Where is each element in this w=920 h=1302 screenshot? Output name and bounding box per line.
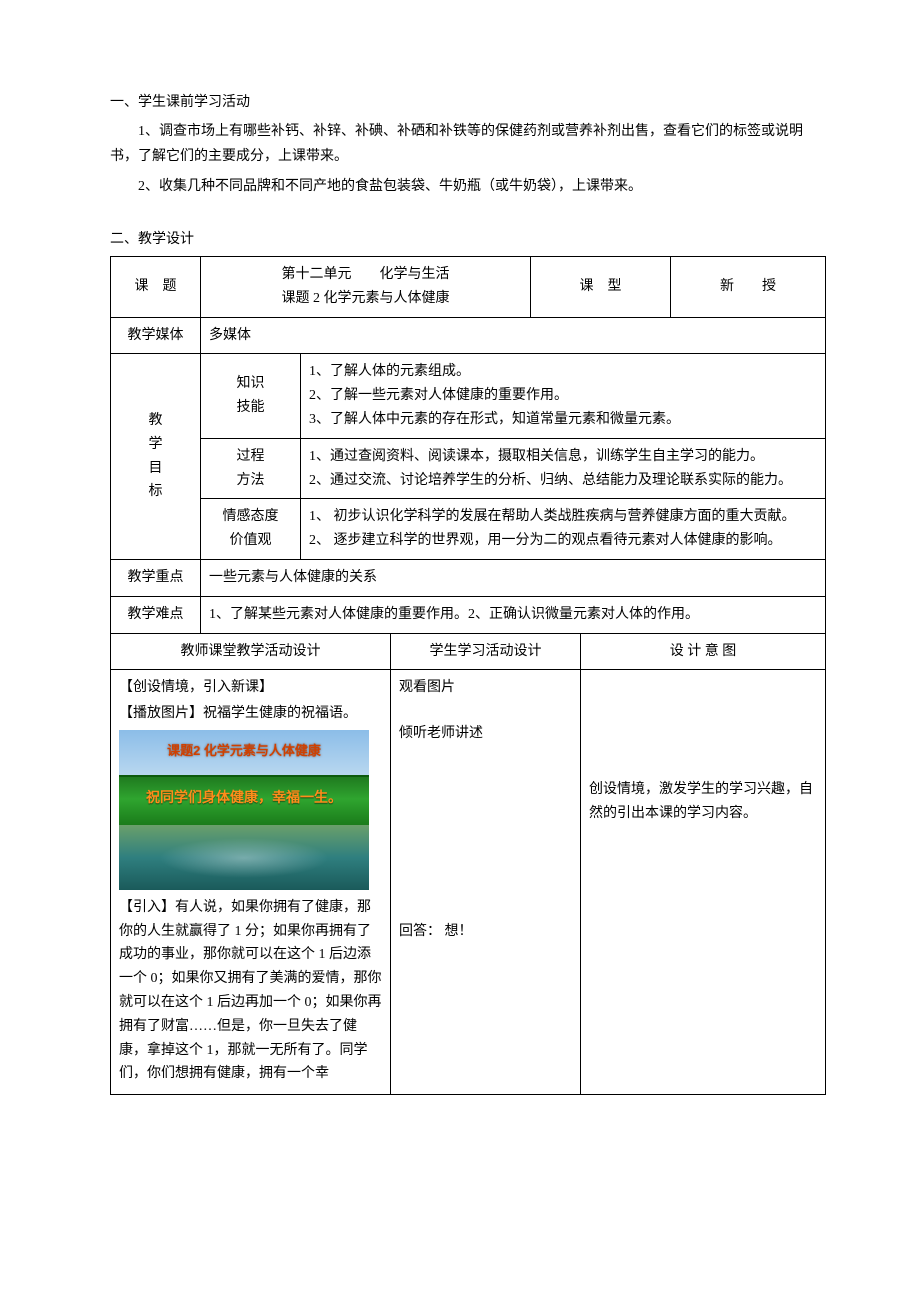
- slide-image: 课题2 化学元素与人体健康 祝同学们身体健康，幸福一生。: [119, 730, 369, 890]
- photo-subtitle: 祝同学们身体健康，幸福一生。: [119, 786, 369, 810]
- table-row: 过程 方法 1、通过查阅资料、阅读课本，摄取相关信息，训练学生自主学习的能力。 …: [111, 438, 826, 499]
- student-activity-cell: 观看图片 倾听老师讲述 回答： 想！: [391, 670, 581, 1095]
- table-row: 教学媒体 多媒体: [111, 317, 826, 354]
- intro-paragraph: 2、收集几种不同品牌和不同产地的食盐包装袋、牛奶瓶（或牛奶袋），上课带来。: [110, 174, 825, 199]
- label-difficulty: 教学难点: [111, 596, 201, 633]
- student-line: 回答： 想！: [399, 920, 572, 944]
- photo-reflection: [159, 838, 329, 878]
- label-topic: 课 题: [111, 256, 201, 317]
- student-line: 观看图片: [399, 676, 572, 700]
- teacher-line: 【播放图片】祝福学生健康的祝福语。: [119, 702, 382, 726]
- label-goal: 教 学 目 标: [111, 354, 201, 560]
- table-row: 教学难点 1、了解某些元素对人体健康的重要作用。2、正确认识微量元素对人体的作用…: [111, 596, 826, 633]
- table-row: 教学重点 一些元素与人体健康的关系: [111, 559, 826, 596]
- value-type: 新 授: [671, 256, 826, 317]
- lesson-plan-table: 课 题 第十二单元 化学与生活 课题 2 化学元素与人体健康 课 型 新 授 教…: [110, 256, 826, 1095]
- label-type: 课 型: [531, 256, 671, 317]
- label-intent: 设 计 意 图: [581, 633, 826, 670]
- value-focus: 一些元素与人体健康的关系: [201, 559, 826, 596]
- activity-row: 【创设情境，引入新课】 【播放图片】祝福学生健康的祝福语。 课题2 化学元素与人…: [111, 670, 826, 1095]
- teacher-line: 【创设情境，引入新课】: [119, 676, 382, 700]
- preclass-section: 一、学生课前学习活动 1、调查市场上有哪些补钙、补锌、补碘、补硒和补铁等的保健药…: [110, 90, 825, 252]
- table-row: 情感态度 价值观 1、 初步认识化学科学的发展在帮助人类战胜疾病与营养健康方面的…: [111, 499, 826, 560]
- label-student-activity: 学生学习活动设计: [391, 633, 581, 670]
- teacher-line: 【引入】有人说，如果你拥有了健康，那你的人生就赢得了 1 分；如果你再拥有了成功…: [119, 896, 382, 1086]
- goal-char: 教: [119, 409, 192, 433]
- intent-cell: 创设情境，激发学生的学习兴趣，自然的引出本课的学习内容。: [581, 670, 826, 1095]
- goal-char: 标: [119, 480, 192, 504]
- photo-title: 课题2 化学元素与人体健康: [119, 740, 369, 762]
- label-knowskill: 知识 技能: [201, 354, 301, 438]
- activity-header-row: 教师课堂教学活动设计 学生学习活动设计 设 计 意 图: [111, 633, 826, 670]
- topic-line2: 课题 2 化学元素与人体健康: [209, 287, 522, 311]
- student-line: 倾听老师讲述: [399, 722, 572, 746]
- intro-paragraph: 1、调查市场上有哪些补钙、补锌、补碘、补硒和补铁等的保健药剂或营养补剂出售，查看…: [110, 119, 825, 169]
- table-row: 教 学 目 标 知识 技能 1、了解人体的元素组成。 2、了解一些元素对人体健康…: [111, 354, 826, 438]
- spacer: [399, 748, 572, 918]
- value-attitude: 1、 初步认识化学科学的发展在帮助人类战胜疾病与营养健康方面的重大贡献。 2、 …: [301, 499, 826, 560]
- teacher-activity-cell: 【创设情境，引入新课】 【播放图片】祝福学生健康的祝福语。 课题2 化学元素与人…: [111, 670, 391, 1095]
- intent-line: 创设情境，激发学生的学习兴趣，自然的引出本课的学习内容。: [589, 778, 817, 826]
- value-topic: 第十二单元 化学与生活 课题 2 化学元素与人体健康: [201, 256, 531, 317]
- value-procmethod: 1、通过查阅资料、阅读课本，摄取相关信息，训练学生自主学习的能力。 2、通过交流…: [301, 438, 826, 499]
- label-focus: 教学重点: [111, 559, 201, 596]
- section-heading: 二、教学设计: [110, 227, 825, 252]
- section-heading: 一、学生课前学习活动: [110, 90, 825, 115]
- value-knowskill: 1、了解人体的元素组成。 2、了解一些元素对人体健康的重要作用。 3、了解人体中…: [301, 354, 826, 438]
- table-row: 课 题 第十二单元 化学与生活 课题 2 化学元素与人体健康 课 型 新 授: [111, 256, 826, 317]
- spacer: [589, 676, 817, 776]
- goal-char: 目: [119, 457, 192, 481]
- value-media: 多媒体: [201, 317, 826, 354]
- label-media: 教学媒体: [111, 317, 201, 354]
- label-procmethod: 过程 方法: [201, 438, 301, 499]
- label-attitude: 情感态度 价值观: [201, 499, 301, 560]
- topic-line1: 第十二单元 化学与生活: [209, 263, 522, 287]
- spacer: [399, 702, 572, 720]
- value-difficulty: 1、了解某些元素对人体健康的重要作用。2、正确认识微量元素对人体的作用。: [201, 596, 826, 633]
- goal-char: 学: [119, 433, 192, 457]
- label-teacher-activity: 教师课堂教学活动设计: [111, 633, 391, 670]
